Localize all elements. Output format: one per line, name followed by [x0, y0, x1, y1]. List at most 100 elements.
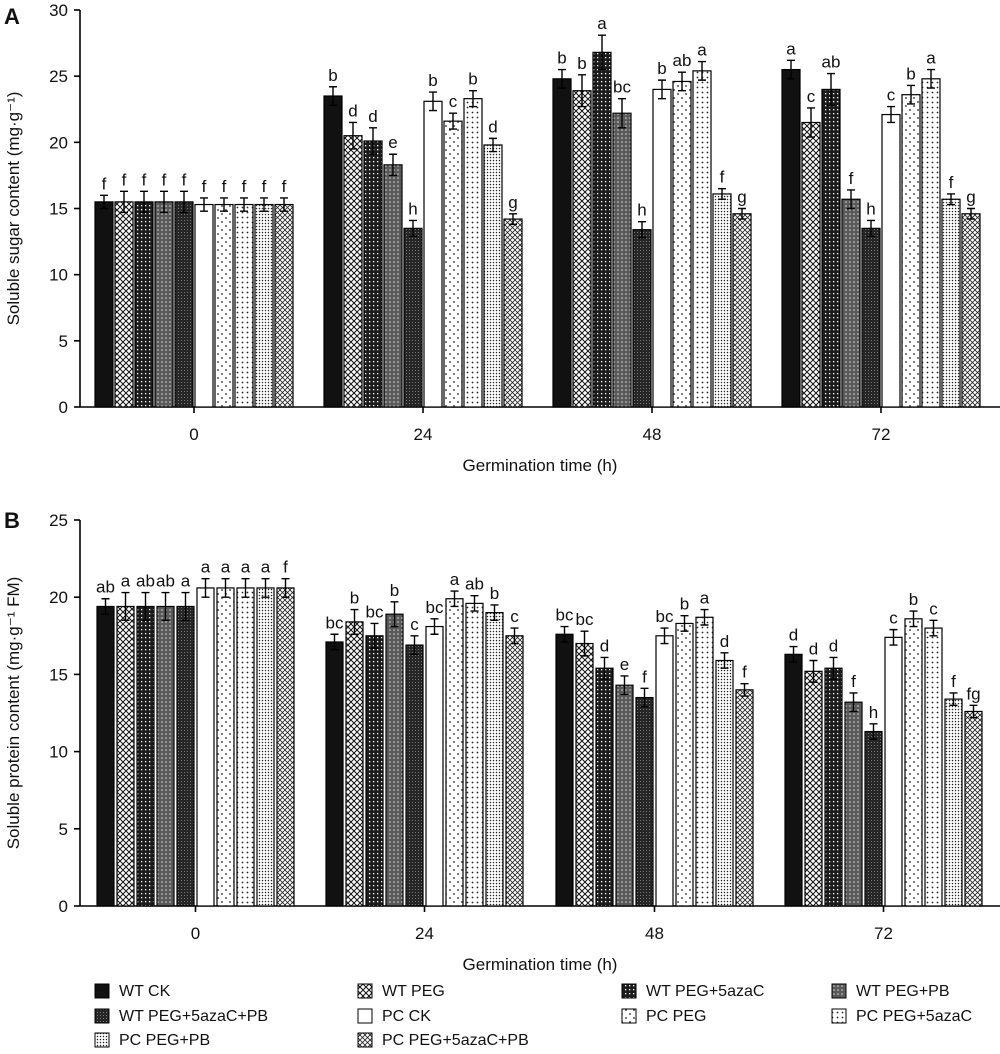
panel-a-error-bar — [927, 68, 935, 89]
panel-b-bar-wt-peg-0h — [116, 605, 135, 907]
panel-a-error-bar — [409, 219, 417, 237]
legend-swatch — [831, 983, 847, 999]
panel-a-y-tick-label: 20 — [49, 133, 68, 152]
panel-a-error-bar — [558, 68, 566, 89]
panel-b-bar-pc-ck-0h — [196, 587, 215, 907]
panel-a-error-bar — [787, 59, 795, 80]
panel-b-significance-label: ab — [96, 578, 115, 597]
panel-b-significance-label: ab — [156, 572, 175, 591]
panel-b-error-bar — [221, 577, 230, 598]
panel-b-bar-wt-peg-pb-72h — [844, 701, 863, 907]
panel-a-bar-wt-peg-72h — [801, 121, 821, 408]
panel-a-error-bar — [100, 194, 108, 210]
panel-b-bar-wt-peg-5azac-72h — [824, 667, 843, 907]
panel-a-significance-label: h — [637, 201, 646, 220]
panel-a-significance-label: c — [807, 87, 816, 106]
panel-b-significance-label: bc — [326, 613, 344, 632]
panel-a-bar-wt-ck-48h — [552, 78, 572, 408]
panel-a-error-bar — [260, 197, 268, 212]
panel-a-bar-wt-peg-pb-24h — [383, 164, 403, 408]
panel-a-y-tick-label: 0 — [59, 398, 68, 417]
legend-item-pc-ck: PC CK — [357, 1008, 431, 1025]
panel-b-significance-label: b — [350, 589, 359, 608]
panel-b-error-bar — [261, 577, 270, 598]
panel-a-error-bar — [329, 86, 337, 106]
legend-label: PC PEG+PB — [119, 1032, 210, 1049]
panel-b-bar-pc-peg-pb-24h — [485, 612, 504, 907]
panel-b-significance-label: a — [700, 589, 710, 608]
panel-b-bar-pc-peg-5azac-pb-24h — [505, 635, 524, 907]
panel-b-bar-wt-peg-5azac-0h — [136, 605, 155, 907]
panel-b-y-tick-label: 0 — [59, 897, 68, 916]
panel-a-x-tick-label: 24 — [414, 425, 433, 444]
panel-a-significance-label: b — [468, 70, 477, 89]
legend-swatch — [621, 1008, 637, 1024]
panel-a-significance-label: a — [697, 41, 707, 60]
panel-b-error-bar — [869, 723, 878, 740]
panel-b-error-bar — [201, 577, 210, 598]
panel-a-error-bar — [598, 34, 606, 71]
legend-item-pc-peg-pb: PC PEG+PB — [94, 1032, 210, 1049]
panel-a-significance-label: h — [408, 199, 417, 218]
panel-b-error-bar — [849, 692, 858, 713]
panel-a-bar-wt-peg-5azac-0h — [134, 201, 154, 408]
panel-b-error-bar — [600, 656, 609, 680]
panel-a-bar-pc-peg-5azac-pb-72h — [961, 213, 981, 408]
panel-b-bar-pc-peg-5azac-0h — [236, 587, 255, 907]
panel-a-significance-label: c — [449, 92, 458, 111]
panel-a-significance-label: b — [906, 64, 915, 83]
panel-b-error-bar — [161, 591, 170, 622]
panel-b-significance-label: a — [121, 572, 131, 591]
panel-a-bar-wt-peg-24h — [343, 135, 363, 408]
panel-a-significance-label: f — [242, 177, 247, 196]
legend: WT CK WT PEG WT PEG+5azaC WT PEG+PB WT PEG+5… — [94, 983, 972, 1049]
panel-b-significance-label: a — [181, 572, 191, 591]
panel-b-bar-pc-peg-48h — [675, 622, 694, 907]
panel-a-bar-pc-peg-24h — [443, 120, 463, 408]
panel-b-significance-label: f — [642, 667, 647, 686]
panel-a-significance-label: ab — [822, 53, 841, 72]
panel-b-error-bar — [390, 601, 399, 628]
panel-a-y-tick-label: 5 — [59, 332, 68, 351]
panel-a-x-tick-label: 0 — [189, 425, 198, 444]
panel-a-significance-label: f — [282, 177, 287, 196]
legend-item-wt-peg: WT PEG — [357, 983, 445, 1000]
panel-b-error-bar — [929, 619, 938, 637]
panel-a-letter: A — [4, 4, 20, 29]
panel-b-significance-label: f — [851, 672, 856, 691]
panel-a-error-bar — [578, 74, 586, 108]
panel-b-error-bar — [660, 627, 669, 645]
legend-swatch — [831, 1008, 847, 1024]
panel-b-error-bar — [430, 618, 439, 635]
panel-a-bar-pc-ck-48h — [652, 88, 672, 408]
panel-b-significance-label: a — [241, 558, 251, 577]
panel-b-error-bar — [829, 656, 838, 680]
panel-b-x-tick-label: 24 — [415, 924, 434, 943]
panel-b-significance-label: h — [869, 703, 878, 722]
panel-a-y-tick-label: 15 — [49, 200, 68, 219]
legend-swatch — [357, 983, 373, 999]
panel-b-error-bar — [101, 598, 110, 615]
panel-a-bar-wt-peg-48h — [572, 90, 592, 408]
panel-a-bar-pc-peg-5azac-24h — [463, 98, 483, 408]
panel-b-significance-label: bc — [656, 607, 674, 626]
panel-a-significance-label: b — [577, 54, 586, 73]
panel-a-error-bar — [200, 197, 208, 212]
panel-b-bar-wt-peg-5azac-pb-0h — [176, 605, 195, 907]
legend-label: PC CK — [382, 1008, 431, 1025]
panel-b-significance-label: b — [680, 595, 689, 614]
panel-a-significance-label: f — [202, 177, 207, 196]
panel-b-significance-label: c — [410, 615, 419, 634]
panel-b-significance-label: fg — [966, 684, 980, 703]
panel-a-error-bar — [807, 107, 815, 138]
panel-a-x-tick-label: 72 — [872, 425, 891, 444]
panel-b-error-bar — [330, 633, 339, 651]
panel-a-significance-label: f — [142, 170, 147, 189]
legend-label: WT PEG — [382, 983, 445, 1000]
panel-a-significance-label: f — [162, 170, 167, 189]
panel-b-bar-pc-peg-72h — [904, 618, 923, 907]
panel-b-bar-pc-peg-5azac-pb-0h — [276, 587, 295, 907]
panel-a-error-bar — [140, 190, 148, 214]
panel-a-bar-pc-peg-0h — [214, 203, 234, 408]
panel-a-error-bar — [947, 193, 955, 206]
